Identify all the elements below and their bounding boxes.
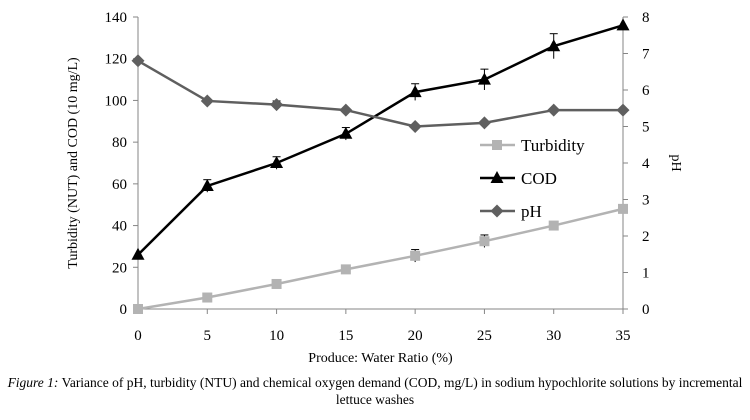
legend-label: pH <box>521 202 542 221</box>
y2-axis-title: pH <box>668 154 683 171</box>
y-tick-label: 80 <box>112 135 127 151</box>
y2-tick-label: 8 <box>642 10 650 26</box>
y2-tick-label: 4 <box>642 156 650 172</box>
data-point <box>270 156 284 168</box>
data-point <box>477 116 491 130</box>
data-point <box>547 103 561 117</box>
caption-text: Variance of pH, turbidity (NTU) and chem… <box>58 375 743 407</box>
x-tick-label: 25 <box>477 328 492 344</box>
y-tick-label: 120 <box>105 52 128 68</box>
y2-tick-label: 5 <box>642 120 650 136</box>
data-point <box>408 120 422 133</box>
x-tick-label: 0 <box>134 328 142 344</box>
data-point <box>200 178 214 191</box>
legend: Turbidity COD pH <box>480 136 585 221</box>
x-tick-label: 5 <box>204 328 212 344</box>
x-axis-title: Produce: Water Ratio (%) <box>308 351 453 366</box>
data-point <box>339 126 353 139</box>
data-point <box>479 236 490 247</box>
data-point <box>477 72 491 85</box>
data-point <box>340 264 351 275</box>
legend-item-turbidity: Turbidity <box>480 136 585 155</box>
series-line <box>137 59 623 128</box>
data-point <box>408 85 422 98</box>
data-point <box>547 39 561 52</box>
data-point <box>200 94 214 108</box>
y-tick-label: 100 <box>105 93 128 109</box>
data-point <box>270 98 284 112</box>
y2-tick-label: 6 <box>642 83 650 99</box>
y-tick-label: 20 <box>112 260 127 276</box>
data-point <box>202 292 213 303</box>
legend-item-cod: COD <box>480 169 557 188</box>
y-tick-label: 0 <box>120 302 128 318</box>
data-point <box>271 278 282 289</box>
data-point <box>131 247 145 260</box>
x-tick-label: 10 <box>269 328 284 344</box>
data-point <box>616 18 630 31</box>
data-point <box>548 220 559 231</box>
data-point <box>616 103 630 117</box>
y2-tick-label: 1 <box>642 266 650 282</box>
data-point <box>618 203 628 214</box>
data-point <box>410 250 421 261</box>
series-layer <box>131 18 630 314</box>
legend-label: COD <box>521 169 557 188</box>
series-line <box>137 24 624 256</box>
legend-item-ph: pH <box>480 202 542 221</box>
legend-label: Turbidity <box>521 136 585 155</box>
series-turbidity <box>133 203 628 314</box>
y-tick-label: 140 <box>105 10 128 26</box>
figure-caption: Figure 1: Variance of pH, turbidity (NTU… <box>0 374 750 408</box>
series-ph <box>131 54 630 133</box>
series-line <box>137 207 624 311</box>
y2-tick-label: 7 <box>642 47 650 63</box>
y-axis-title: Turbidity (NUT) and COD (10 mg/L) <box>66 57 81 269</box>
legend-marker <box>490 171 504 183</box>
legend-marker <box>490 204 504 218</box>
caption-label: Figure 1: <box>7 375 59 390</box>
legend-marker <box>492 140 502 150</box>
x-tick-label: 35 <box>616 328 631 344</box>
data-point <box>131 54 145 68</box>
x-tick-label: 20 <box>408 328 423 344</box>
y2-tick-label: 3 <box>642 193 650 209</box>
y-tick-label: 60 <box>112 177 127 193</box>
data-point <box>133 304 143 314</box>
y-tick-label: 40 <box>112 219 127 235</box>
series-cod <box>131 18 630 260</box>
y2-tick-label: 2 <box>642 229 650 245</box>
x-tick-label: 30 <box>546 328 561 344</box>
x-tick-label: 15 <box>338 328 353 344</box>
data-point <box>339 103 353 117</box>
y2-tick-label: 0 <box>642 302 650 318</box>
